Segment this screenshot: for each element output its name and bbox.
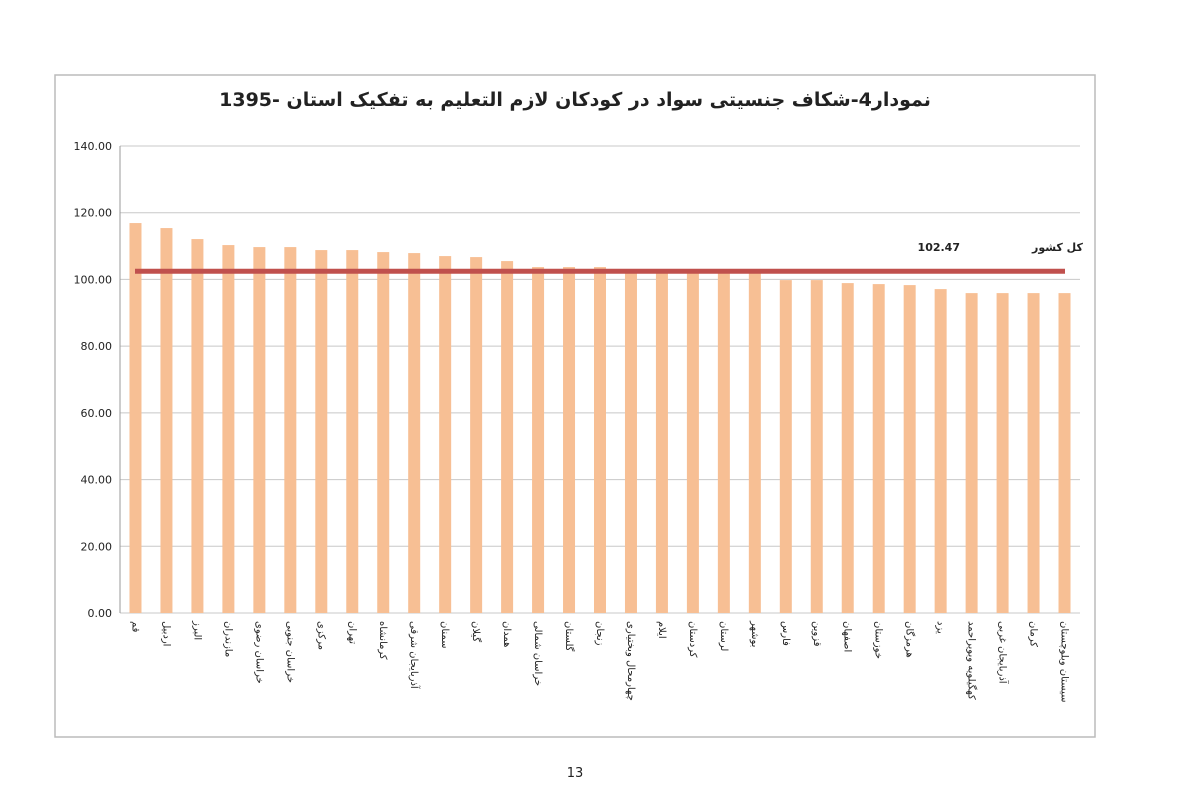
bar <box>377 252 390 613</box>
x-tick-label: یزد <box>935 621 946 634</box>
chart-title: نمودار4-شکاف جنسیتی سواد در کودکان لازم … <box>219 89 931 111</box>
bar <box>810 280 823 613</box>
bar <box>624 269 637 613</box>
x-tick-label: ایلام <box>656 621 667 639</box>
x-tick-label: آذربایجان غربی <box>997 621 1010 685</box>
x-tick-label: کهگیلویه وبویراحمد <box>966 621 978 700</box>
y-tick-label: 140.00 <box>74 140 113 153</box>
x-tick-label: مازندران <box>222 621 233 657</box>
reference-label: کل کشور <box>1031 241 1083 254</box>
bar <box>686 270 699 613</box>
bar <box>315 250 328 613</box>
x-tick-label: قزوین <box>811 621 822 647</box>
y-tick-label: 60.00 <box>81 407 113 420</box>
bar <box>1027 293 1040 613</box>
x-tick-label: گیلان <box>470 621 482 642</box>
bar <box>779 280 792 613</box>
x-tick-label: آذربایجان شرقی <box>408 621 421 690</box>
bar <box>284 247 297 613</box>
x-tick-label: هرمزگان <box>904 621 916 658</box>
bar <box>594 267 606 613</box>
page-number: 13 <box>567 766 584 781</box>
reference-value: 102.47 <box>918 241 960 254</box>
bar <box>439 256 452 613</box>
bar <box>346 250 359 613</box>
x-tick-label: چهارمحال وبختیاری <box>625 621 636 701</box>
bar <box>996 293 1009 613</box>
bar <box>501 261 514 613</box>
x-tick-label: کرمان <box>1028 621 1039 647</box>
bar <box>841 283 854 613</box>
x-tick-label: خوزستان <box>873 621 884 659</box>
y-tick-label: 120.00 <box>74 207 113 220</box>
x-tick-label: کرمانشاه <box>377 621 388 660</box>
x-tick-label: خراسان رضوی <box>253 621 264 684</box>
x-tick-label: البرز <box>191 620 202 640</box>
bar <box>129 223 142 613</box>
x-tick-label: اردبیل <box>160 621 171 646</box>
y-tick-label: 100.00 <box>74 273 113 286</box>
bar <box>903 285 916 613</box>
x-tick-label: خراسان شمالی <box>532 621 543 686</box>
bar <box>872 284 885 613</box>
bar <box>655 270 668 613</box>
bar <box>717 271 730 613</box>
bar <box>748 273 761 613</box>
y-tick-label: 80.00 <box>81 340 113 353</box>
bar <box>563 267 576 613</box>
y-tick-label: 20.00 <box>81 540 113 553</box>
x-tick-label: سمنان <box>439 621 450 649</box>
bar <box>532 267 545 613</box>
x-tick-label: فارس <box>780 621 791 646</box>
x-tick-label: بوشهر <box>749 620 760 647</box>
bar <box>253 247 266 613</box>
x-tick-label: مرکزی <box>315 621 326 650</box>
bar <box>191 239 204 614</box>
bar <box>222 245 235 613</box>
bar <box>408 253 421 614</box>
x-tick-label: اصفهان <box>842 621 853 652</box>
y-tick-label: 40.00 <box>81 474 113 487</box>
y-tick-label: 0.00 <box>88 607 113 620</box>
x-tick-label: قم <box>129 621 140 633</box>
bar <box>965 293 978 613</box>
x-tick-label: کردستان <box>687 621 698 658</box>
bar <box>470 257 483 613</box>
x-tick-label: تهران <box>346 621 357 644</box>
x-tick-label: لرستان <box>718 621 729 651</box>
bar <box>160 228 173 613</box>
bar <box>1058 293 1071 613</box>
x-tick-label: همدان <box>501 621 512 647</box>
x-tick-label: خراسان جنوبی <box>284 621 295 683</box>
bar <box>934 289 947 613</box>
x-tick-label: سیستان وبلوچستان <box>1059 621 1070 703</box>
x-tick-label: زنجان <box>594 621 605 646</box>
x-tick-label: گلستان <box>563 621 575 652</box>
